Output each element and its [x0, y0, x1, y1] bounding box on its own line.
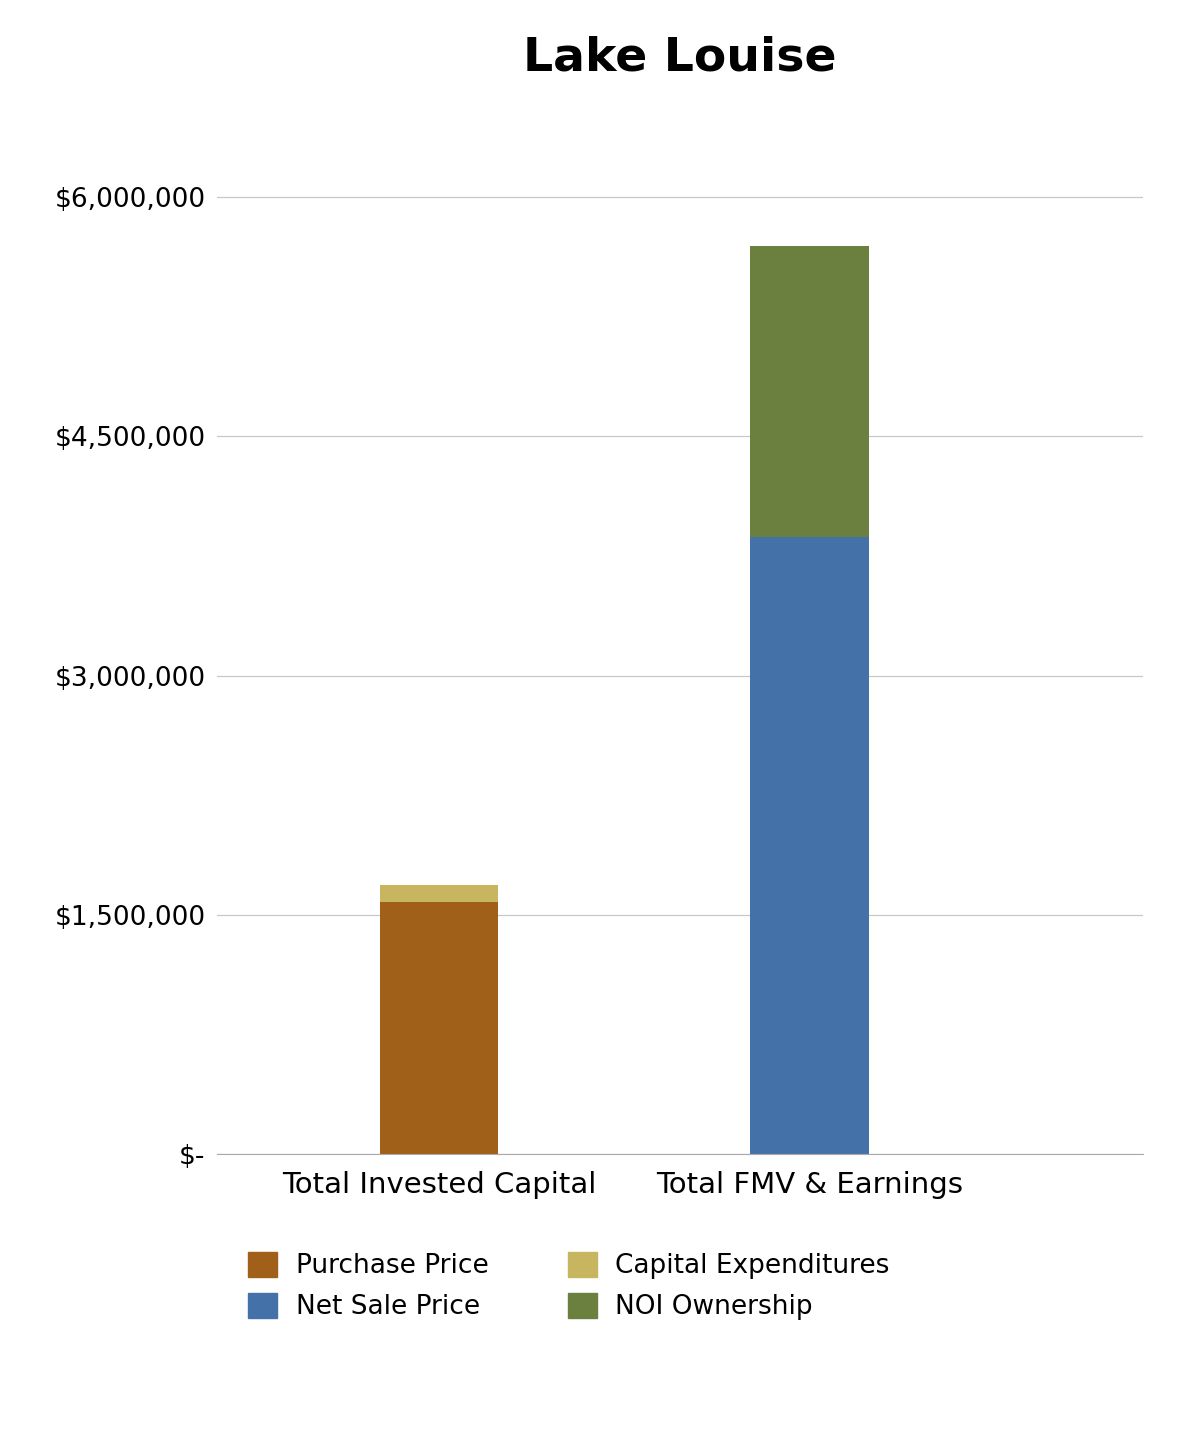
Bar	[380, 885, 498, 902]
Legend: Purchase Price, Net Sale Price, Capital Expenditures, NOI Ownership: Purchase Price, Net Sale Price, Capital …	[248, 1253, 889, 1320]
Bar	[751, 537, 869, 1154]
Bar	[380, 902, 498, 1154]
Title: Lake Louise: Lake Louise	[523, 36, 836, 81]
Bar	[751, 247, 869, 537]
